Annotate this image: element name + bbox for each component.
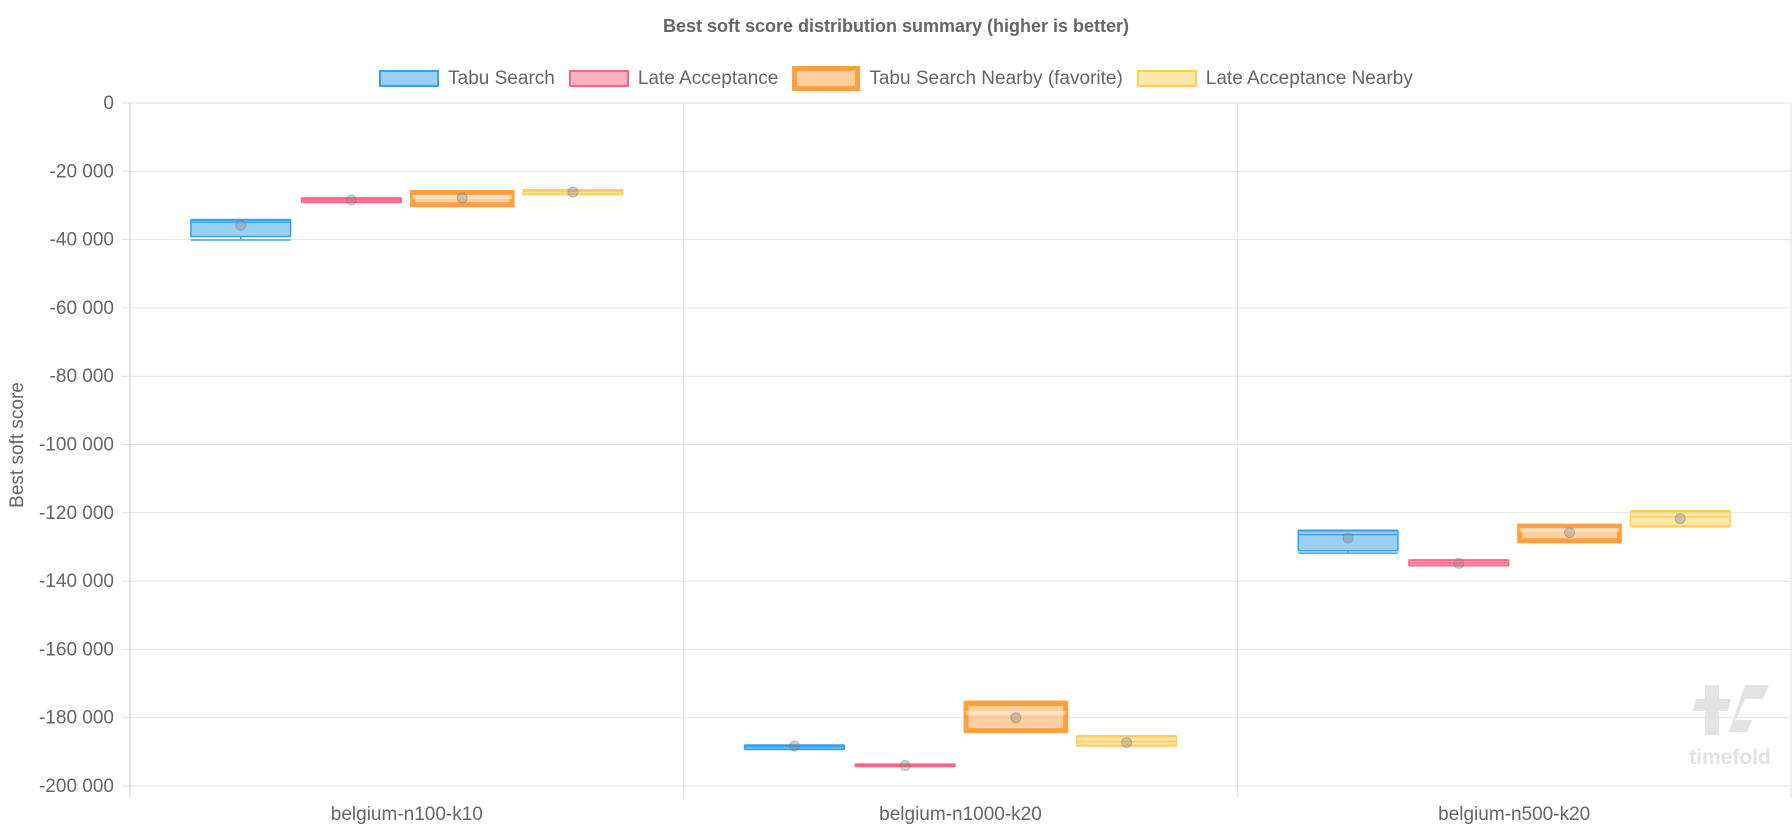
legend-label: Late Acceptance (637, 67, 779, 89)
chart-title: Best soft score distribution summary (hi… (663, 16, 1129, 36)
y-tick-label: -80 000 (50, 366, 114, 387)
box-late-acceptance-nearby-2[interactable] (1629, 510, 1731, 528)
y-tick-label: -40 000 (50, 230, 114, 251)
box-late-acceptance-0[interactable] (300, 194, 403, 206)
legend-swatch (379, 70, 440, 87)
x-tick-label: belgium-n100-k10 (331, 804, 483, 825)
x-axis-ticks: belgium-n100-k10 belgium-n1000-k20 belgium… (331, 804, 1590, 825)
svg-text:timefold: timefold (1689, 746, 1771, 769)
mean-marker (456, 192, 468, 204)
y-tick-label: -120 000 (39, 503, 114, 524)
box-tabu-search-2[interactable] (1297, 529, 1399, 554)
legend-swatch (792, 66, 861, 91)
mean-marker (235, 219, 247, 231)
y-tick-label: -100 000 (39, 435, 114, 456)
box-tabu-search-1[interactable] (743, 740, 845, 752)
box-tabu-search-nearby-favorite-1[interactable] (963, 700, 1069, 734)
box-iqr (190, 219, 292, 238)
box-tabu-search-nearby-favorite-0[interactable] (409, 189, 515, 208)
box-late-acceptance-nearby-0[interactable] (522, 186, 624, 198)
legend-label: Tabu Search (448, 67, 555, 89)
box-late-acceptance-2[interactable] (1408, 557, 1510, 569)
legend-label: Tabu Search Nearby (favorite) (869, 67, 1123, 89)
mean-marker (1010, 712, 1022, 724)
boxes (190, 186, 1731, 772)
box-iqr (409, 189, 515, 208)
legend-label: Late Acceptance Nearby (1205, 67, 1413, 89)
mean-marker (1121, 737, 1133, 749)
mean-marker (1564, 527, 1576, 539)
box-tabu-search-0[interactable] (190, 218, 292, 241)
y-axis-ticks: 0 -20 000 -40 000 -60 000 -80 000 -100 000 -12… (39, 93, 114, 797)
legend: Tabu Search Late Acceptance Tabu Search Ne… (0, 66, 1792, 91)
x-tick-label: belgium-n500-k20 (1438, 804, 1590, 825)
y-tick-label: -60 000 (50, 298, 114, 319)
mean-marker (1342, 532, 1354, 544)
grid (122, 102, 1792, 798)
legend-item-1[interactable]: Late Acceptance (568, 66, 779, 91)
box-iqr (963, 700, 1069, 734)
y-tick-label: 0 (103, 93, 114, 114)
y-tick-label: -180 000 (39, 708, 114, 729)
box-iqr (1297, 530, 1399, 552)
mean-marker (345, 194, 357, 206)
box-late-acceptance-nearby-1[interactable] (1076, 735, 1178, 749)
y-tick-label: -160 000 (39, 639, 114, 660)
mean-marker (788, 740, 800, 752)
mean-marker (567, 186, 579, 198)
y-tick-label: -140 000 (39, 571, 114, 592)
legend-item-3[interactable]: Late Acceptance Nearby (1136, 66, 1413, 91)
legend-item-0[interactable]: Tabu Search (379, 66, 555, 91)
box-tabu-search-nearby-favorite-2[interactable] (1517, 523, 1622, 544)
mean-marker (899, 760, 911, 772)
x-tick-label: belgium-n1000-k20 (879, 804, 1042, 825)
mean-marker (1674, 513, 1686, 525)
legend-swatch (568, 70, 629, 87)
legend-swatch (1136, 70, 1197, 87)
timefold-logo: timefold (1689, 685, 1771, 769)
y-tick-label: -20 000 (50, 161, 114, 182)
legend-item-2[interactable]: Tabu Search Nearby (favorite) (792, 66, 1123, 91)
mean-marker (1453, 557, 1465, 569)
box-iqr (1629, 510, 1731, 527)
box-iqr (1517, 523, 1622, 544)
y-tick-label: -200 000 (39, 776, 114, 797)
box-late-acceptance-1[interactable] (854, 760, 956, 772)
y-axis-label: Best soft score (7, 382, 28, 508)
